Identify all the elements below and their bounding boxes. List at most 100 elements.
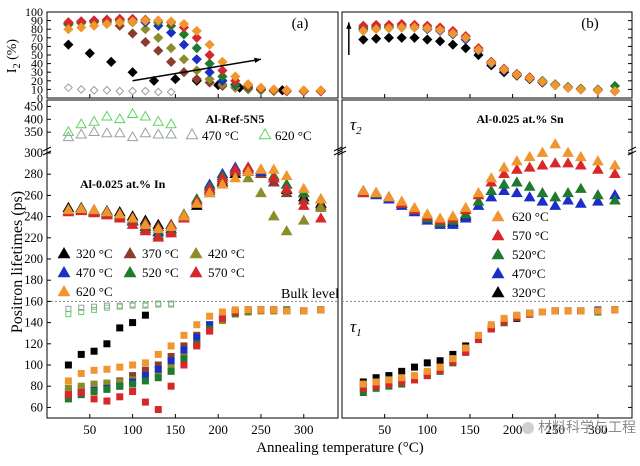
tau2-ref-point xyxy=(113,127,126,138)
i2-point-a xyxy=(191,73,202,85)
tau2-ref-point xyxy=(88,115,100,126)
tau1-point-b xyxy=(411,372,418,380)
tau2-point-b xyxy=(536,186,549,198)
x-tick-label: 100 xyxy=(418,422,438,437)
tau2-point-b xyxy=(510,163,523,174)
i2-point-a xyxy=(178,18,190,30)
tau2-point-b xyxy=(574,159,587,170)
tau2-point-a xyxy=(297,199,310,210)
tau2-point-a xyxy=(139,218,152,229)
tau1-point-a xyxy=(283,307,291,315)
tau1-point-b xyxy=(359,380,367,388)
tau2-point-b xyxy=(357,184,370,195)
legend-marker-a xyxy=(123,246,137,259)
y-tick-label-top: 0 xyxy=(37,91,43,105)
tau1-ref-point xyxy=(78,304,85,311)
tau2-point-b xyxy=(609,167,621,179)
y-tick-label-bottom: 240 xyxy=(24,210,43,224)
tau2-point-b xyxy=(408,201,421,212)
tau2-point-b xyxy=(523,150,536,162)
y-tick-label-top: 20 xyxy=(31,74,43,88)
tau2-point-b xyxy=(592,155,604,166)
tau1-point-a xyxy=(206,327,214,335)
tau2-point-b xyxy=(498,178,510,189)
y-tick-label-bottom: 60 xyxy=(31,400,44,414)
tau1-point-a xyxy=(193,321,201,329)
tau2-point-b xyxy=(485,184,498,195)
legend-label-b: 320°C xyxy=(512,285,545,300)
tau2-ref-point xyxy=(113,112,126,124)
i2-point-a xyxy=(178,39,190,50)
legend-label-b: 520°C xyxy=(512,247,545,262)
x-tick-label: 200 xyxy=(208,422,228,437)
tau1-point-b xyxy=(462,344,470,352)
i2-point-b xyxy=(435,36,446,47)
i2-point-a xyxy=(170,73,181,85)
tau1-point-b xyxy=(551,307,559,315)
i2-point-b xyxy=(592,85,603,96)
tau2-point-b xyxy=(510,155,523,166)
tau1-point-b xyxy=(500,314,508,322)
x-tick-label: 200 xyxy=(503,422,523,437)
tau1-point-a xyxy=(193,342,201,350)
tau1-point-b xyxy=(385,376,393,384)
tau2-point-b xyxy=(574,197,587,208)
tau1-point-b xyxy=(449,355,457,363)
i2-ref-point-a xyxy=(76,84,86,94)
i2-point-a xyxy=(191,32,202,43)
tau2-point-a xyxy=(267,172,280,183)
y-tick-label-top: 10 xyxy=(31,82,43,96)
i2-point-a xyxy=(84,48,95,59)
tau2-point-a xyxy=(62,203,75,215)
i2-point-b xyxy=(358,25,369,37)
legend-marker-a xyxy=(57,246,71,259)
tau1-point-b xyxy=(564,307,572,315)
tau1-point-a xyxy=(257,306,265,314)
legend-label-b: 470°C xyxy=(512,266,545,281)
tau1-point-a xyxy=(64,384,72,392)
i2-ref-point-a xyxy=(89,85,99,95)
tau2-point-b xyxy=(421,208,434,219)
tau2-point-b xyxy=(549,199,562,210)
tau2-point-a xyxy=(267,163,280,174)
y-tick-label-bottom: 400 xyxy=(24,112,43,126)
i2-point-b xyxy=(524,73,535,84)
i2-point-b xyxy=(396,22,407,33)
y-tick-label-bottom: 100 xyxy=(24,358,43,372)
legend-marker-a xyxy=(57,284,71,297)
tau2-point-a xyxy=(242,165,254,176)
axis-break-mark xyxy=(333,150,343,156)
i2-point-b xyxy=(396,32,407,43)
tau2-ref-point xyxy=(101,110,113,121)
tau2-ref-point xyxy=(126,130,139,142)
tau1-point-b xyxy=(398,374,406,382)
tau1-point-a xyxy=(64,377,72,385)
tau2-point-b xyxy=(574,150,587,162)
ref-legend-label: 620 °C xyxy=(275,128,312,143)
tau2-point-a xyxy=(255,186,267,198)
tau2-point-b xyxy=(574,182,587,193)
trend-arrow-b-head xyxy=(346,22,352,29)
bulk-level-label: Bulk level xyxy=(281,287,339,302)
y-tick-label-bottom: 140 xyxy=(24,316,43,330)
i2-point-a xyxy=(178,29,190,40)
i2-ref-point-a xyxy=(115,86,125,96)
legend-label-a: 420 °C xyxy=(208,246,245,261)
i2-point-b xyxy=(473,44,484,55)
legend-marker-b xyxy=(491,285,505,298)
i2-point-b xyxy=(422,23,433,34)
y-axis-label-bottom: Positron lifetimes (ps) xyxy=(9,191,26,333)
axis-break-mark xyxy=(333,146,343,152)
i2-ref-point-a xyxy=(153,87,163,97)
tau1-point-a xyxy=(116,382,124,390)
i2-point-b xyxy=(575,84,586,95)
tau2-ref-point xyxy=(126,107,139,118)
tau2-point-a xyxy=(255,163,267,174)
i2-point-a xyxy=(127,28,138,39)
i2-point-a xyxy=(298,85,309,96)
tau1-point-a xyxy=(116,363,124,371)
tau1-point-a xyxy=(116,393,124,401)
tau1-point-a xyxy=(167,382,175,390)
